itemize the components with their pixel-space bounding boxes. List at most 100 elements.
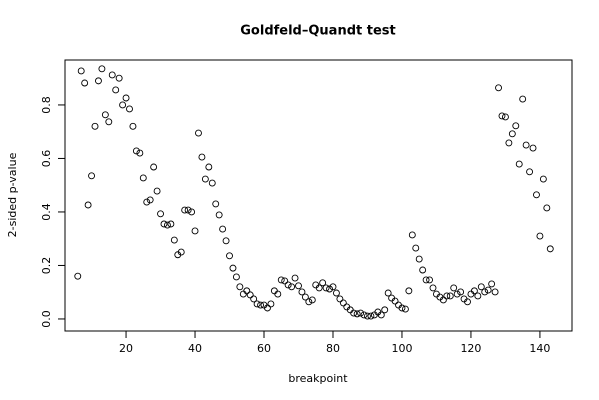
- x-tick-label: 120: [460, 342, 481, 355]
- point: [422, 276, 430, 284]
- point: [329, 283, 337, 291]
- point: [295, 282, 302, 290]
- point: [360, 311, 368, 319]
- point: [377, 311, 385, 319]
- point: [226, 252, 233, 260]
- point: [308, 296, 316, 304]
- point: [391, 297, 399, 305]
- point: [419, 266, 427, 274]
- point: [339, 299, 347, 307]
- point: [429, 284, 437, 292]
- point: [474, 292, 482, 300]
- x-tick-label: 140: [529, 342, 550, 355]
- point: [315, 284, 323, 292]
- point: [157, 210, 164, 218]
- point: [177, 248, 185, 256]
- point: [274, 290, 282, 298]
- point: [98, 65, 106, 73]
- point: [529, 144, 537, 152]
- y-tick-label: 0.2: [40, 257, 53, 275]
- point: [546, 245, 554, 253]
- point: [457, 288, 465, 296]
- point: [281, 277, 289, 285]
- point: [132, 147, 140, 155]
- x-tick-label: 80: [326, 342, 340, 355]
- point: [319, 279, 327, 287]
- point: [453, 290, 461, 298]
- y-axis-label: 2-sided p-value: [6, 152, 19, 237]
- point: [415, 255, 423, 263]
- point: [129, 122, 137, 130]
- point: [408, 231, 416, 239]
- point: [205, 163, 213, 171]
- point: [405, 287, 413, 295]
- point: [398, 304, 406, 312]
- point: [543, 204, 551, 212]
- point: [74, 272, 82, 280]
- point: [208, 179, 216, 187]
- point: [236, 283, 244, 291]
- point: [91, 122, 99, 130]
- point: [515, 160, 523, 168]
- point: [153, 187, 161, 195]
- point: [163, 221, 171, 229]
- point: [119, 101, 127, 109]
- point: [198, 153, 206, 161]
- y-tick-label: 0.8: [40, 96, 53, 114]
- point: [112, 86, 120, 94]
- point: [326, 285, 333, 293]
- point: [512, 122, 520, 130]
- point: [367, 312, 375, 320]
- x-tick-label: 40: [188, 342, 202, 355]
- point: [243, 287, 251, 295]
- point: [232, 273, 240, 281]
- point: [105, 118, 113, 126]
- point: [484, 286, 492, 294]
- point: [526, 168, 534, 176]
- point: [95, 77, 102, 85]
- point: [160, 220, 168, 228]
- chart-title: Goldfeld–Quandt test: [240, 24, 395, 39]
- point: [88, 172, 96, 180]
- point: [364, 312, 371, 320]
- point: [115, 74, 123, 82]
- point: [332, 289, 340, 297]
- x-tick-label: 100: [391, 342, 412, 355]
- y-tick-label: 0.4: [40, 203, 53, 221]
- point: [264, 304, 271, 312]
- point: [381, 306, 389, 314]
- x-tick-label: 60: [257, 342, 271, 355]
- point: [229, 264, 237, 272]
- point: [267, 300, 275, 308]
- point: [219, 225, 227, 233]
- point: [195, 129, 202, 137]
- point: [257, 301, 265, 309]
- point: [426, 276, 434, 284]
- point: [81, 79, 89, 87]
- x-tick-label: 20: [119, 342, 133, 355]
- point: [84, 201, 92, 209]
- point: [298, 288, 306, 296]
- point: [508, 130, 516, 138]
- point: [519, 95, 527, 103]
- point: [357, 309, 365, 317]
- point: [201, 175, 209, 183]
- point: [184, 206, 192, 214]
- point: [501, 113, 509, 121]
- point: [288, 283, 296, 291]
- y-tick-label: 0.6: [40, 150, 53, 168]
- point: [246, 291, 254, 299]
- point: [446, 292, 454, 300]
- point: [491, 288, 499, 296]
- point: [212, 200, 220, 208]
- point: [253, 300, 261, 308]
- point: [291, 274, 299, 282]
- point: [215, 211, 223, 219]
- point: [336, 295, 344, 303]
- point: [108, 71, 116, 79]
- point: [77, 67, 85, 75]
- point: [443, 292, 451, 300]
- point: [536, 232, 544, 240]
- point: [470, 287, 478, 295]
